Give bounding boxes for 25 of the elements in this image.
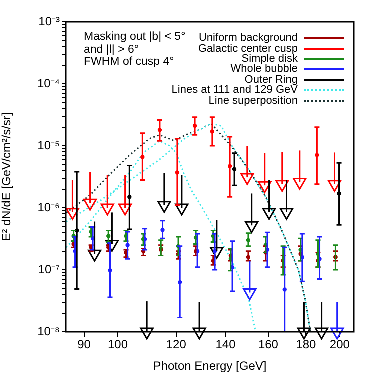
- y-tick-label: 10⁻⁵: [38, 138, 60, 152]
- legend-label: Galactic center cusp: [198, 42, 298, 55]
- legend-label: Uniform background: [198, 32, 298, 44]
- y-tick-label: 10⁻⁷: [38, 262, 60, 276]
- x-axis-title: Photon Energy [GeV]: [153, 359, 267, 374]
- annotation: FWHM of cusp 4°: [84, 56, 176, 68]
- x-tick-label: 140: [216, 338, 236, 352]
- x-tick-label: 100: [108, 338, 128, 352]
- x-tick-label: 120: [166, 338, 187, 352]
- x-tick-label: 90: [78, 338, 92, 352]
- y-tick-label: 10⁻⁸: [38, 324, 60, 338]
- annotation: and |l| > 6°: [84, 44, 140, 56]
- legend-label: Outer Ring: [244, 74, 298, 86]
- legend-label: Simple disk: [242, 52, 298, 65]
- x-tick-label: 200: [330, 338, 350, 352]
- y-axis-title: E² dN/dE [GeV/cm²/s/sr]: [0, 112, 14, 242]
- y-tick-label: 10⁻³: [38, 14, 60, 28]
- y-tick-label: 10⁻⁴: [37, 76, 60, 90]
- x-tick-label: 180: [296, 338, 317, 352]
- legend-label: Whole bubble: [230, 63, 298, 76]
- annotation: Masking out |b| < 5°: [84, 31, 186, 44]
- legend-label: Line superposition: [208, 94, 298, 107]
- legend-label: Lines at 111 and 129 GeV: [172, 84, 298, 96]
- x-tick-label: 160: [258, 338, 279, 352]
- y-tick-label: 10⁻⁶: [38, 200, 60, 214]
